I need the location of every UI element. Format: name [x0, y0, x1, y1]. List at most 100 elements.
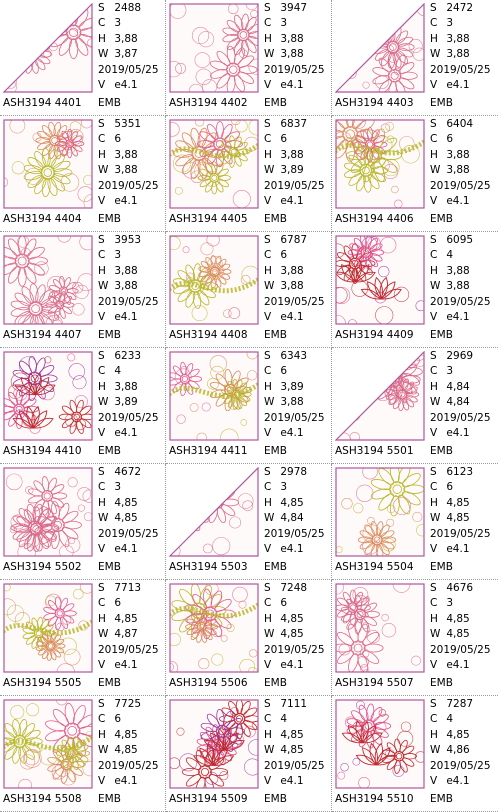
version: V e4.1: [98, 774, 159, 789]
version-value: e4.1: [114, 543, 138, 556]
stitch-count: S 4672: [98, 465, 159, 480]
design-cell[interactable]: S 7725 C 6 H 4,85 W 4,85 2019/05/25 V e4…: [0, 696, 166, 812]
stitch-count: S 2978: [264, 465, 325, 480]
design-name: ASH3194 4404: [3, 213, 82, 225]
height: H 3,88: [98, 32, 159, 47]
design-cell[interactable]: S 2488 C 3 H 3,88 W 3,87 2019/05/25 V e4…: [0, 0, 166, 116]
design-name: ASH3194 4405: [169, 213, 248, 225]
design-cell[interactable]: S 6404 C 6 H 3,88 W 3,88 2019/05/25 V e4…: [332, 116, 498, 232]
width-value: 4,85: [446, 512, 470, 525]
version-key: V: [430, 79, 438, 92]
design-cell[interactable]: S 7713 C 6 H 4,85 W 4,87 2019/05/25 V e4…: [0, 580, 166, 696]
version-key: V: [264, 427, 272, 440]
height-value: 4,85: [114, 612, 138, 625]
height-key: H: [98, 148, 106, 161]
height: H 3,89: [264, 380, 325, 395]
color-key: C: [98, 481, 106, 494]
color-value: 6: [114, 713, 122, 726]
height-key: H: [264, 728, 272, 741]
height-value: 3,88: [280, 148, 304, 161]
stitch-count: S 6095: [430, 233, 491, 248]
design-info: S 7725 C 6 H 4,85 W 4,85 2019/05/25 V e4…: [98, 697, 159, 789]
color-count: C 6: [98, 712, 159, 727]
version: V e4.1: [264, 426, 325, 441]
version-key: V: [98, 79, 106, 92]
height-key: H: [98, 264, 106, 277]
date: 2019/05/25: [430, 295, 491, 308]
width-value: 3,89: [114, 396, 138, 409]
design-cell[interactable]: S 5351 C 6 H 3,88 W 3,88 2019/05/25 V e4…: [0, 116, 166, 232]
design-name: ASH3194 5504: [335, 561, 414, 573]
height: H 4,85: [430, 496, 491, 511]
date: 2019/05/25: [430, 643, 491, 656]
design-cell[interactable]: S 3947 C 3 H 3,88 W 3,88 2019/05/25 V e4…: [166, 0, 332, 116]
design-cell[interactable]: S 2978 C 3 H 4,85 W 4,84 2019/05/25 V e4…: [166, 464, 332, 580]
height-key: H: [430, 728, 438, 741]
design-cell[interactable]: S 3953 C 3 H 3,88 W 3,88 2019/05/25 V e4…: [0, 232, 166, 348]
design-cell[interactable]: S 4672 C 3 H 4,85 W 4,85 2019/05/25 V e4…: [0, 464, 166, 580]
color-value: 6: [280, 365, 288, 378]
design-cell[interactable]: S 6095 C 4 H 3,88 W 3,88 2019/05/25 V e4…: [332, 232, 498, 348]
width-value: 4,85: [280, 744, 304, 757]
date: 2019/05/25: [430, 411, 491, 424]
height-value: 3,88: [446, 264, 470, 277]
color-key: C: [264, 249, 272, 262]
color-value: 6: [280, 133, 288, 146]
height: H 3,88: [430, 264, 491, 279]
stitch-value: 7111: [280, 698, 308, 710]
stitch-count: S 2472: [430, 1, 491, 16]
stitch-value: 6095: [446, 234, 474, 246]
design-info: S 3947 C 3 H 3,88 W 3,88 2019/05/25 V e4…: [264, 1, 325, 93]
embroidery-thumbnail: [335, 699, 425, 789]
color-value: 6: [280, 249, 288, 262]
design-cell[interactable]: S 7111 C 4 H 4,85 W 4,85 2019/05/25 V e4…: [166, 696, 332, 812]
stitch-value: 6404: [446, 118, 474, 130]
stitch-value: 6343: [280, 350, 308, 362]
width-key: W: [264, 396, 275, 409]
color-count: C 4: [430, 712, 491, 727]
design-cell[interactable]: S 6787 C 6 H 3,88 W 3,88 2019/05/25 V e4…: [166, 232, 332, 348]
width-key: W: [98, 628, 109, 641]
color-value: 4: [114, 365, 122, 378]
height-key: H: [98, 496, 106, 509]
color-value: 3: [114, 481, 122, 494]
design-cell[interactable]: S 4676 C 3 H 4,85 W 4,85 2019/05/25 V e4…: [332, 580, 498, 696]
design-cell[interactable]: S 6837 C 6 H 3,88 W 3,89 2019/05/25 V e4…: [166, 116, 332, 232]
width-value: 4,85: [446, 628, 470, 641]
width-value: 4,85: [114, 744, 138, 757]
color-count: C 4: [264, 712, 325, 727]
width-key: W: [430, 280, 441, 293]
width: W 4,85: [430, 511, 491, 526]
stitch-key: S: [264, 350, 271, 362]
design-cell[interactable]: S 7248 C 6 H 4,85 W 4,85 2019/05/25 V e4…: [166, 580, 332, 696]
design-name: ASH3194 4408: [169, 329, 248, 341]
stitch-value: 4672: [114, 466, 142, 478]
width: W 3,88: [264, 279, 325, 294]
width-value: 4,84: [280, 512, 304, 525]
height-key: H: [98, 32, 106, 45]
version: V e4.1: [98, 542, 159, 557]
design-name: ASH3194 4403: [335, 97, 414, 109]
design-cell[interactable]: S 2472 C 3 H 3,88 W 3,88 2019/05/25 V e4…: [332, 0, 498, 116]
width: W 3,88: [430, 47, 491, 62]
height-key: H: [430, 496, 438, 509]
design-cell[interactable]: S 6343 C 6 H 3,89 W 3,88 2019/05/25 V e4…: [166, 348, 332, 464]
design-cell[interactable]: S 2969 C 3 H 4,84 W 4,84 2019/05/25 V e4…: [332, 348, 498, 464]
design-cell[interactable]: S 6123 C 6 H 4,85 W 4,85 2019/05/25 V e4…: [332, 464, 498, 580]
height-value: 3,88: [446, 148, 470, 161]
design-info: S 7713 C 6 H 4,85 W 4,87 2019/05/25 V e4…: [98, 581, 159, 673]
date: 2019/05/25: [430, 527, 491, 540]
date: 2019/05/25: [98, 179, 159, 192]
width-key: W: [98, 280, 109, 293]
version: V e4.1: [98, 310, 159, 325]
height-value: 3,88: [114, 380, 138, 393]
stitch-count: S 2969: [430, 349, 491, 364]
width-key: W: [264, 512, 275, 525]
design-cell[interactable]: S 7287 C 4 H 4,85 W 4,86 2019/05/25 V e4…: [332, 696, 498, 812]
version-key: V: [264, 659, 272, 672]
design-name: ASH3194 4411: [169, 445, 248, 457]
width-key: W: [264, 164, 275, 177]
design-info: S 7248 C 6 H 4,85 W 4,85 2019/05/25 V e4…: [264, 581, 325, 673]
design-cell[interactable]: S 6233 C 4 H 3,88 W 3,89 2019/05/25 V e4…: [0, 348, 166, 464]
embroidery-thumbnail: [335, 583, 425, 673]
